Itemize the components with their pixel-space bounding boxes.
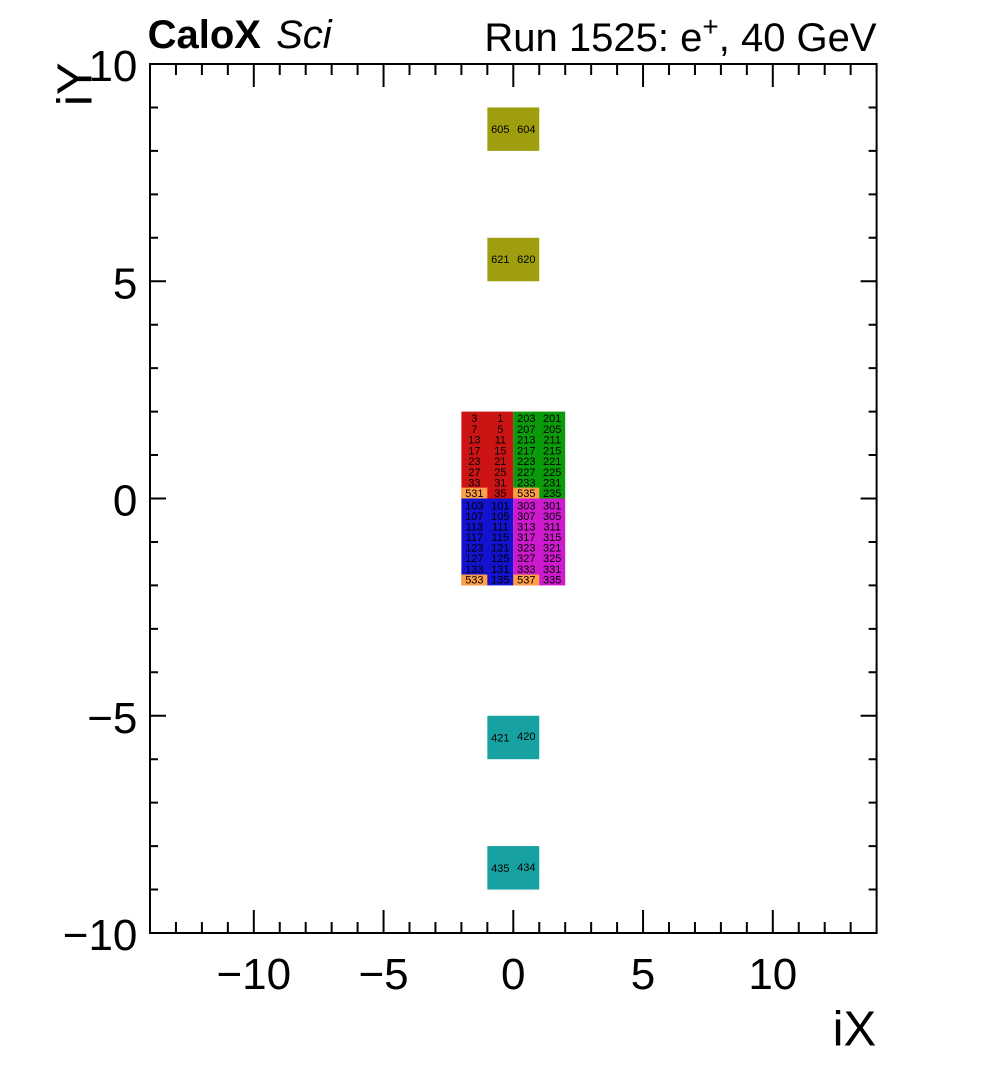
svg-text:201: 201 [543,413,561,425]
svg-text:11: 11 [495,435,506,447]
svg-text:101: 101 [491,500,509,512]
svg-text:537: 537 [517,574,535,586]
svg-text:531: 531 [465,488,483,500]
svg-text:235: 235 [543,488,561,500]
svg-text:315: 315 [543,532,561,544]
svg-text:605: 605 [491,124,509,136]
svg-text:21: 21 [494,456,506,468]
svg-text:215: 215 [543,445,561,457]
svg-text:307: 307 [517,511,535,523]
svg-text:127: 127 [465,553,483,565]
svg-text:1: 1 [497,413,503,425]
svg-text:317: 317 [517,532,535,544]
svg-text:5: 5 [497,424,503,436]
svg-text:421: 421 [491,733,509,745]
svg-text:0: 0 [501,950,525,999]
svg-text:−5: −5 [87,694,137,743]
svg-text:111: 111 [492,521,509,533]
svg-text:3: 3 [471,413,477,425]
svg-text:27: 27 [468,467,480,479]
svg-text:−5: −5 [358,950,408,999]
svg-text:327: 327 [517,553,535,565]
svg-text:420: 420 [517,731,535,743]
svg-text:CaloX Sci: CaloX Sci [148,13,333,57]
svg-text:533: 533 [465,574,483,586]
svg-text:604: 604 [517,124,535,136]
svg-text:7: 7 [471,424,477,436]
svg-text:135: 135 [491,574,509,586]
svg-text:10: 10 [748,950,797,999]
svg-text:325: 325 [543,553,561,565]
svg-text:233: 233 [517,477,535,489]
svg-text:35: 35 [494,488,506,500]
svg-text:25: 25 [494,467,506,479]
svg-text:223: 223 [517,456,535,468]
svg-text:23: 23 [468,456,480,468]
svg-text:305: 305 [543,511,561,523]
svg-text:323: 323 [517,543,535,555]
svg-text:13: 13 [468,435,480,447]
svg-text:iY: iY [49,62,103,106]
svg-text:115: 115 [492,532,510,544]
svg-text:15: 15 [494,445,506,457]
svg-text:5: 5 [631,950,655,999]
svg-text:227: 227 [517,467,535,479]
svg-text:221: 221 [543,456,561,468]
svg-text:621: 621 [491,254,509,266]
svg-text:5: 5 [113,259,137,308]
svg-text:333: 333 [517,564,535,576]
svg-text:iX: iX [833,1002,877,1056]
svg-text:105: 105 [491,511,509,523]
svg-text:117: 117 [466,532,484,544]
svg-text:10: 10 [88,42,137,91]
svg-text:331: 331 [543,564,561,576]
svg-text:301: 301 [543,500,561,512]
svg-text:107: 107 [465,511,483,523]
svg-text:205: 205 [543,424,561,436]
svg-text:213: 213 [517,435,535,447]
svg-text:335: 335 [543,574,561,586]
svg-text:−10: −10 [63,911,138,960]
svg-text:231: 231 [543,477,561,489]
svg-text:0: 0 [113,477,137,526]
svg-text:131: 131 [491,564,509,576]
svg-text:321: 321 [543,543,561,555]
svg-text:31: 31 [494,477,506,489]
svg-text:217: 217 [517,445,535,457]
svg-text:313: 313 [517,521,535,533]
svg-text:17: 17 [468,445,480,457]
svg-text:Run 1525: e+, 40 GeV: Run 1525: e+, 40 GeV [484,11,877,60]
svg-text:207: 207 [517,424,535,436]
svg-text:620: 620 [517,254,535,266]
svg-text:121: 121 [491,543,509,555]
svg-text:203: 203 [517,413,535,425]
svg-text:535: 535 [517,488,535,500]
svg-text:133: 133 [465,564,483,576]
svg-text:−10: −10 [216,950,291,999]
svg-text:125: 125 [491,553,509,565]
svg-text:311: 311 [543,521,561,533]
svg-text:113: 113 [466,521,484,533]
svg-text:303: 303 [517,500,535,512]
svg-text:123: 123 [465,543,483,555]
svg-text:434: 434 [517,862,535,874]
svg-text:225: 225 [543,467,561,479]
svg-text:211: 211 [543,435,561,447]
svg-text:103: 103 [465,500,483,512]
svg-text:33: 33 [468,477,480,489]
svg-text:435: 435 [491,863,509,875]
